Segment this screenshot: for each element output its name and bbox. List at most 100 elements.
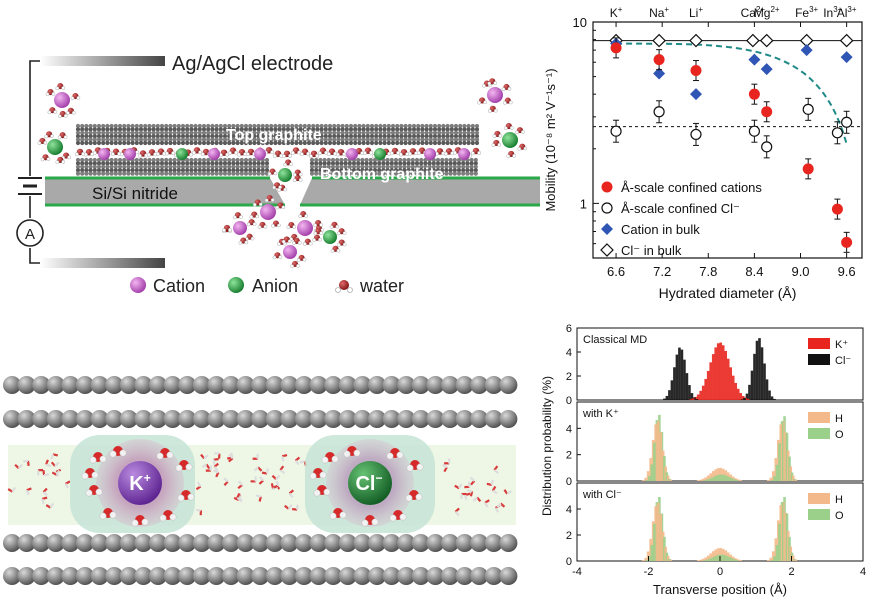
circuit	[29, 60, 40, 264]
histogram-bar	[719, 342, 723, 400]
anion-ion: Cl−	[348, 461, 392, 505]
bottom-graphite-label: Bottom graphite	[320, 166, 444, 183]
histogram-bar	[669, 559, 672, 561]
x-tick-label: -4	[572, 566, 582, 578]
x-axis-label: Hydrated diameter (Å)	[659, 285, 797, 301]
legend-label: Cl⁻	[835, 355, 851, 367]
top-ion-label: Al3+	[837, 5, 857, 20]
histogram-bar	[644, 557, 647, 561]
histogram-bar	[659, 432, 662, 481]
histogram-bar	[719, 548, 723, 561]
legend-label: O	[835, 510, 844, 522]
histogram-bar	[685, 373, 689, 400]
svg-text:Cl−: Cl−	[355, 471, 382, 495]
histogram-bar	[735, 560, 739, 561]
histogram-bar	[763, 363, 766, 400]
cation-bulk-point	[760, 63, 773, 76]
legend-swatch	[808, 493, 830, 504]
histogram-bar	[794, 559, 798, 561]
histogram-bar	[650, 464, 654, 481]
histogram-bar	[648, 556, 651, 561]
histogram-bar	[768, 390, 771, 400]
y-tick-label: 2	[566, 450, 572, 462]
ammeter-icon: A	[16, 219, 44, 247]
histogram-bar	[775, 544, 779, 561]
legend-swatch	[808, 338, 830, 349]
x-tick-label: 0	[717, 566, 723, 578]
histogram-bar	[713, 476, 716, 481]
histogram-bar	[725, 555, 729, 561]
top-ion-label: Fe3+	[795, 5, 818, 20]
histogram-bar	[703, 560, 706, 561]
histogram-bar	[753, 353, 756, 400]
histogram-bar	[708, 478, 711, 481]
cation-confined-point	[841, 236, 853, 248]
anion-label: Cl	[355, 473, 375, 495]
histogram-bar	[766, 560, 770, 561]
histogram-bar	[644, 477, 647, 481]
histogram-bar	[739, 480, 743, 481]
cl-confined-point	[841, 116, 853, 128]
legend-marker-confined-cations	[601, 181, 613, 193]
y-tick-label: 1	[580, 196, 587, 211]
top-ion-label: In3+	[823, 5, 842, 20]
histogram-bar	[713, 556, 716, 561]
y-tick-label: 10	[573, 15, 587, 30]
graphene-layers	[3, 376, 518, 585]
legend-label-confined-cations: Å-scale confined cations	[621, 180, 762, 195]
histogram-bar	[703, 480, 706, 481]
y-tick-label: 6	[566, 323, 572, 335]
svg-text:K+: K+	[129, 471, 150, 495]
histogram-bar	[714, 469, 718, 481]
histogram-bar	[706, 555, 710, 561]
y-axis-label: Mobility (10⁻⁸ m² V⁻¹s⁻¹)	[543, 68, 558, 211]
histogram-bar	[730, 478, 734, 481]
histogram-bar	[769, 477, 773, 481]
histogram-bar	[743, 397, 746, 400]
cation-icon	[130, 277, 146, 293]
histogram-bar	[745, 393, 749, 400]
histogram-bar	[720, 554, 724, 561]
cl-confined-point	[690, 128, 702, 141]
histogram-bar	[773, 476, 776, 481]
histogram-bar	[775, 464, 779, 481]
top-electrode	[40, 56, 165, 66]
legend-marker-confined-cl	[601, 202, 613, 214]
histogram-bar	[729, 367, 733, 400]
histogram-bar	[770, 396, 774, 400]
x-tick-label: 7.2	[653, 264, 671, 279]
histogram-bar	[765, 379, 769, 400]
histogram-bar	[760, 347, 764, 400]
device-schematic: Ag/AgCl electrode A Si/Si nitride Top gr…	[16, 53, 540, 296]
histogram-bar	[701, 385, 705, 400]
cation-bulk-point	[653, 67, 666, 80]
histogram-bar	[696, 394, 700, 400]
legend-label: K⁺	[835, 339, 848, 351]
histogram-bar	[770, 560, 774, 561]
substrate-label: Si/Si nitride	[92, 184, 178, 203]
histogram-bar	[770, 480, 774, 481]
top-ion-label: Na+	[649, 5, 669, 20]
cl-confined-point	[761, 141, 773, 153]
subplot-label: Classical MD	[583, 334, 647, 346]
histogram-bar	[731, 375, 735, 400]
histogram-bar	[688, 385, 691, 400]
histogram-bar	[705, 479, 709, 481]
histogram-bar	[716, 343, 720, 400]
histogram-bar	[666, 475, 670, 481]
histogram-bar	[699, 559, 702, 561]
histogram-bar	[653, 442, 656, 481]
histogram-bar	[716, 468, 720, 481]
histogram-bar	[718, 554, 721, 561]
x-tick-label: 8.4	[745, 264, 763, 279]
svg-text:A: A	[25, 226, 35, 243]
histogram-bar	[701, 478, 705, 481]
histogram-bar	[705, 559, 709, 561]
histogram-bar	[704, 477, 707, 481]
histogram-bar	[721, 345, 725, 400]
x-axis-label: Transverse position (Å)	[653, 582, 787, 597]
histogram-bar	[709, 473, 712, 481]
cation-confined-point	[748, 88, 760, 100]
y-tick-label: 2	[566, 530, 572, 542]
histogram-bar	[696, 560, 700, 561]
